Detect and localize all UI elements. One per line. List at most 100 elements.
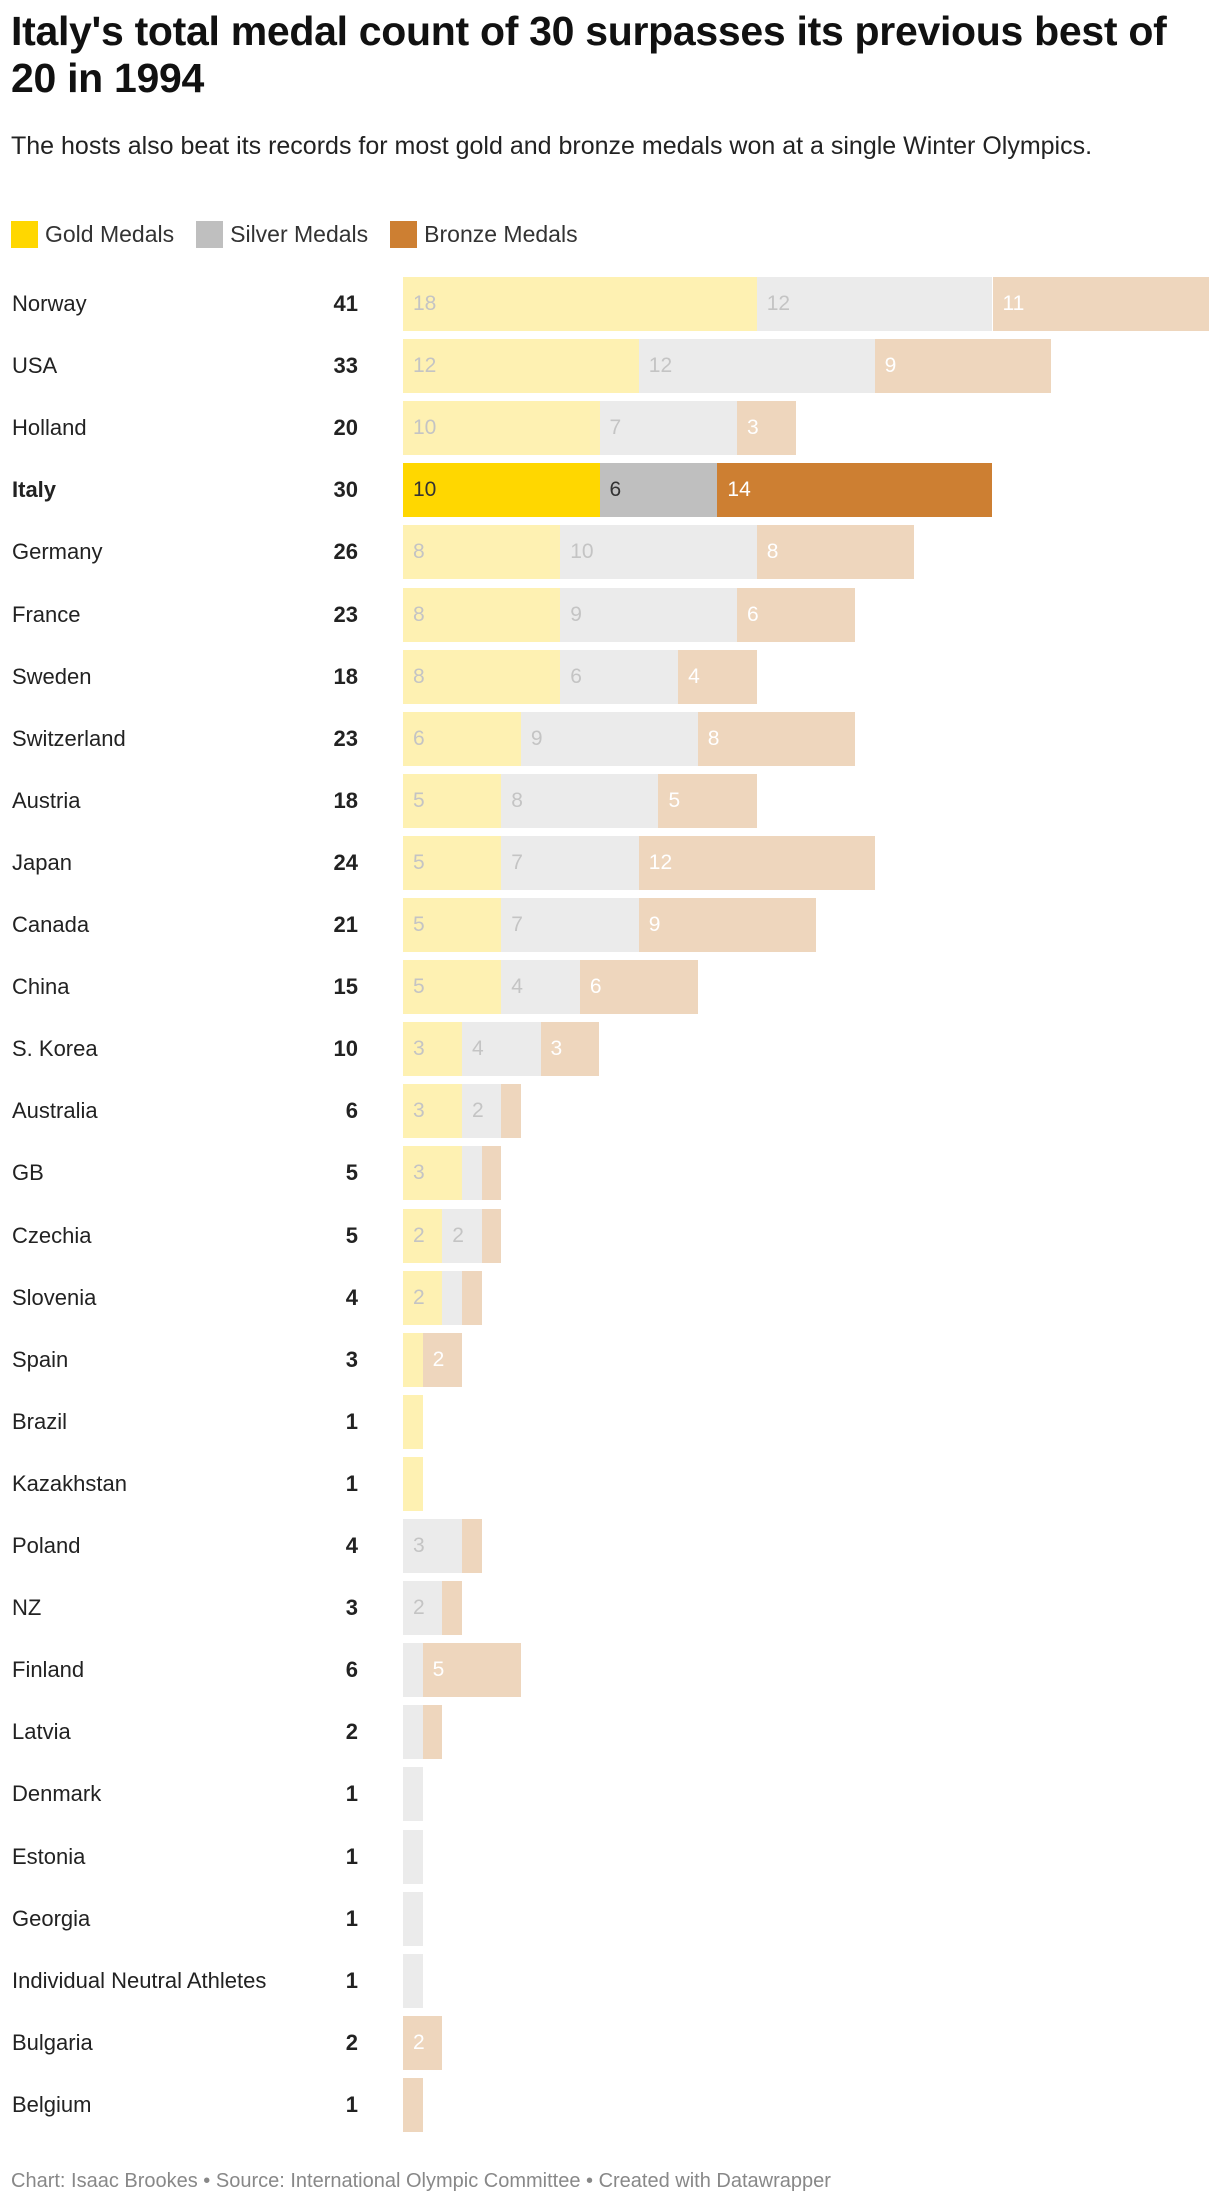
total-label: 26	[333, 539, 358, 565]
bar-gold: 3	[403, 1084, 462, 1139]
bar-value-label: 8	[413, 540, 425, 564]
bar-silver	[403, 1767, 423, 1822]
bar-value-label: 7	[511, 850, 523, 874]
bar-gold	[403, 1456, 423, 1511]
bar-value-label: 4	[511, 975, 523, 999]
category-label: Japan	[12, 849, 72, 875]
bar-gold: 5	[403, 835, 502, 890]
category-label: Switzerland	[12, 725, 126, 751]
total-label: 4	[345, 1533, 358, 1558]
bar-value-label: 3	[550, 1037, 563, 1061]
bar-value-label: 5	[432, 1658, 445, 1682]
bar-value-label: 2	[413, 1596, 425, 1620]
bar-row: Poland 4 3	[0, 1519, 1220, 1573]
bar-gold: 3	[403, 1022, 462, 1077]
category-label: Canada	[12, 912, 90, 937]
bar-row: Finland 6 5	[0, 1643, 1220, 1698]
total-label: 20	[333, 415, 358, 441]
category-label: Austria	[12, 787, 81, 813]
bar-value-label: 3	[747, 416, 759, 440]
bar-bronze: 8	[697, 711, 855, 766]
bar-row: Canada 21 5 7 9	[0, 898, 1220, 952]
bar-bronze: 5	[422, 1643, 521, 1698]
category-label: Individual Neutral Athletes	[12, 1967, 267, 1993]
total-label: 3	[345, 1346, 358, 1372]
bar-value-label: 14	[727, 478, 751, 502]
bar-silver	[403, 1953, 423, 2008]
category-label: Germany	[12, 539, 103, 565]
bar-row: Spain 3 2	[0, 1332, 1220, 1387]
bar-silver: 3	[403, 1519, 462, 1573]
category-label: Spain	[12, 1346, 69, 1372]
bar-gold: 2	[403, 1270, 443, 1325]
bar-value-label: 10	[413, 478, 437, 502]
bar-value-label: 8	[413, 602, 425, 626]
bar-row: Czechia 5 2 2	[0, 1208, 1220, 1263]
legend: Gold Medals Silver Medals Bronze Medals	[11, 221, 578, 248]
category-label: Belgium	[12, 2091, 92, 2117]
bar-row: Individual Neutral Athletes 1	[0, 1953, 1220, 2008]
category-label: Holland	[12, 415, 87, 441]
bar-gold: 8	[403, 525, 561, 580]
bar-silver: 4	[501, 960, 580, 1015]
bar-value-label: 5	[413, 975, 425, 999]
category-label: Czechia	[12, 1222, 92, 1248]
category-label: Latvia	[12, 1719, 71, 1745]
bar-value-label: 2	[413, 1223, 425, 1247]
bar-value-label: 9	[570, 602, 582, 626]
bar-row: Estonia 1	[0, 1829, 1220, 1884]
legend-label-silver: Silver Medals	[230, 221, 369, 247]
total-label: 1	[345, 1967, 358, 1993]
category-label: Slovenia	[12, 1284, 97, 1310]
bar-bronze	[501, 1084, 521, 1139]
legend-item-silver: Silver Medals	[196, 221, 368, 248]
category-label: USA	[12, 353, 58, 379]
bar-silver: 8	[501, 773, 659, 828]
bar-value-label: 2	[413, 2030, 425, 2054]
bar-row: Bulgaria 2 2	[0, 2015, 1220, 2070]
category-label: Denmark	[12, 1781, 102, 1807]
bar-bronze	[461, 1519, 482, 1573]
bar-gold: 3	[403, 1146, 462, 1201]
category-label: GB	[12, 1160, 44, 1186]
bar-silver: 7	[599, 401, 738, 456]
bar-value-label: 4	[688, 664, 700, 688]
total-label: 15	[333, 974, 358, 1000]
bar-row: Belgium 1	[0, 2077, 1220, 2132]
bar-value-label: 10	[570, 540, 594, 564]
bar-silver: 7	[501, 898, 639, 952]
category-label: S. Korea	[12, 1036, 98, 1062]
bar-value-label: 9	[648, 913, 661, 936]
category-label: Estonia	[12, 1843, 86, 1869]
bar-value-label: 10	[413, 416, 437, 440]
legend-label-gold: Gold Medals	[45, 221, 175, 247]
bar-bronze	[461, 1270, 482, 1325]
category-label: Australia	[12, 1098, 98, 1124]
bar-value-label: 9	[530, 726, 543, 750]
total-label: 23	[333, 601, 358, 627]
bar-row: S. Korea 10 3 4 3	[0, 1022, 1220, 1077]
legend-label-bronze: Bronze Medals	[424, 221, 578, 247]
total-label: 1	[345, 1408, 358, 1434]
total-label: 5	[345, 1160, 358, 1186]
bar-row: Holland 20 10 7 3	[0, 401, 1220, 456]
bar-bronze: 5	[658, 773, 757, 828]
bar-gold: 5	[403, 898, 502, 952]
bar-gold: 10	[403, 401, 600, 456]
total-label: 41	[333, 291, 358, 316]
total-label: 1	[345, 1843, 358, 1869]
total-label: 2	[345, 2029, 358, 2055]
bar-row: France 23 8 9 6	[0, 587, 1220, 642]
bar-value-label: 3	[413, 1534, 425, 1557]
bar-silver: 4	[461, 1022, 541, 1077]
bar-silver	[461, 1146, 482, 1201]
bar-value-label: 8	[707, 726, 720, 750]
bar-gold: 5	[403, 960, 502, 1015]
total-label: 4	[345, 1284, 358, 1310]
bar-value-label: 6	[413, 726, 425, 750]
bar-bronze	[422, 1705, 443, 1760]
bar-gold: 2	[403, 1208, 443, 1263]
total-label: 6	[345, 1657, 358, 1683]
bar-silver	[403, 1829, 423, 1884]
bar-silver: 9	[560, 587, 738, 642]
